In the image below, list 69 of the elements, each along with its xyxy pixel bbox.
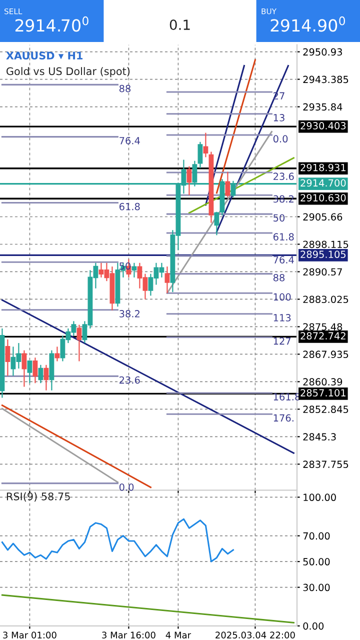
ref-line-label: 2914.700 [300, 179, 346, 187]
x-tick-label: 3 Mar 01:00 [3, 632, 56, 638]
series-label: 13 [274, 114, 284, 122]
y-tick-label: 2837.755 [303, 460, 348, 468]
series-label: 50 [120, 262, 131, 270]
series-label: 50 [274, 214, 285, 222]
series-label: 0.0 [119, 483, 134, 491]
series-label: 61.8 [119, 202, 140, 210]
candlestick [22, 350, 27, 388]
y-tick-label: 2875.48 [303, 323, 342, 331]
text: Gold vs US Dollar (spot) [6, 67, 130, 78]
y-tick-label: 2890.57 [303, 268, 342, 276]
y-tick-label: 2950.93 [303, 48, 342, 56]
y-tick-label: 2943.385 [303, 76, 348, 84]
line-series [1, 518, 234, 562]
candlestick [32, 357, 38, 384]
series-label: 88 [119, 84, 131, 92]
x-tick-label: 2025.03.04 22:00 [216, 632, 295, 638]
ref-line-label: 2857.101 [300, 389, 346, 396]
series-label: 61.8 [273, 233, 294, 241]
series-label: 76.4 [274, 256, 294, 264]
y-tick-label: 2905.66 [303, 213, 342, 221]
series-label: 127 [274, 337, 291, 345]
y-tick-label: 30.00 [303, 584, 330, 592]
y-tick-label: 2845.3 [303, 433, 336, 441]
candlestick [76, 324, 82, 362]
y-tick-label: 70.00 [303, 532, 330, 540]
ref-line-label: 2872.742 [300, 332, 346, 340]
ref-line-label: 2930.403 [300, 122, 346, 130]
x-tick-label: 3 Mar 16:00 [102, 632, 156, 638]
series-label: 113 [274, 314, 291, 322]
candlestick [54, 346, 60, 362]
ref-line-label: 2910.630 [300, 194, 346, 202]
y-tick-label: 0.00 [303, 622, 324, 630]
candlestick [164, 266, 170, 294]
series-label: 38.2 [120, 310, 140, 318]
ref-line-label: 2895.105 [300, 250, 346, 258]
y-tick-label: 2935.84 [303, 103, 342, 111]
candlestick [27, 360, 32, 384]
chart-title: RSI(9) 58.75 [6, 492, 70, 502]
text: 2914.90$^{0}$ [270, 16, 346, 32]
y-tick-label: 2852.845 [303, 406, 348, 414]
y-tick-label: 50.00 [303, 558, 330, 566]
series-label: 88 [273, 274, 285, 282]
candlestick [44, 364, 49, 391]
candlestick [225, 171, 230, 198]
candlestick [5, 338, 10, 376]
candlestick [132, 262, 137, 278]
text: XAUUSD ▾ H1 [6, 52, 83, 60]
series-label: 23.6 [120, 376, 140, 384]
text: 2914.70$^{0}$ [15, 16, 88, 32]
ref-line-label: 2918.931 [300, 164, 346, 172]
y-tick-label: 2867.935 [303, 350, 348, 358]
candlestick [214, 211, 220, 236]
series-label: 76.4 [120, 136, 140, 144]
series-label: 176. [274, 414, 294, 422]
series-label: 23.6 [274, 172, 294, 180]
text: 0.1 [170, 20, 190, 30]
x-tick-label: 4 Mar [166, 632, 192, 638]
candlestick [198, 141, 203, 169]
candlestick [38, 364, 44, 384]
y-tick-label: 2883.025 [303, 296, 348, 304]
y-tick-label: 100.00 [304, 494, 336, 502]
candlestick [186, 166, 192, 196]
series-label: 0.0 [273, 135, 288, 143]
series-label: 100 [274, 293, 291, 301]
y-tick-label: 2898.115 [303, 240, 348, 248]
candlestick [203, 132, 208, 158]
y-tick-label: 2860.39 [303, 378, 342, 386]
